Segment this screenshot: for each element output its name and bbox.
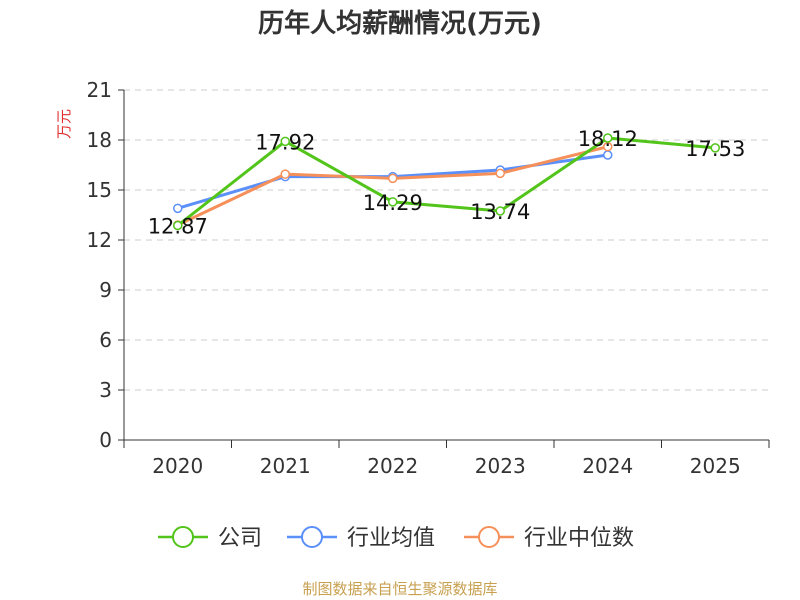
legend-label: 公司 <box>218 526 262 551</box>
series-line <box>176 136 716 227</box>
data-label: 17.53 <box>685 137 745 161</box>
x-tick-label: 2023 <box>475 454 526 478</box>
data-labels: 12.87 17.92 14.29 13.74 18.12 17.53 <box>148 127 746 239</box>
data-label: 13.74 <box>470 200 530 224</box>
data-point <box>280 169 290 179</box>
legend-marker <box>301 526 323 548</box>
y-tick-label: 6 <box>99 328 112 352</box>
y-tick-label: 0 <box>99 428 112 452</box>
x-tick-label: 2020 <box>152 454 203 478</box>
legend: 公司 行业均值 行业中位数 <box>158 526 634 551</box>
data-label: 17.92 <box>255 130 315 154</box>
x-tick-label: 2022 <box>367 454 418 478</box>
data-label: 14.29 <box>363 191 423 215</box>
source-note: 制图数据来自恒生聚源数据库 <box>302 580 498 598</box>
data-point <box>388 197 398 207</box>
legend-label: 行业均值 <box>347 526 435 551</box>
y-tick-label: 9 <box>99 278 112 302</box>
data-point <box>603 133 613 143</box>
y-axis-label: 万元 <box>55 109 73 139</box>
legend-marker <box>172 526 194 548</box>
data-point <box>495 168 505 179</box>
chart-title: 历年人均薪酬情况(万元) <box>258 9 542 39</box>
legend-marker <box>478 526 500 548</box>
y-tick-label: 18 <box>87 128 112 152</box>
legend-label: 行业中位数 <box>524 526 634 551</box>
data-point <box>710 143 720 153</box>
y-tick-label: 12 <box>87 228 112 252</box>
y-tick-label: 3 <box>99 378 112 402</box>
data-point <box>280 136 290 147</box>
x-tick-label: 2025 <box>690 454 741 478</box>
legend-item: 公司 <box>158 526 262 551</box>
legend-item: 行业中位数 <box>464 526 634 551</box>
data-point <box>173 220 183 231</box>
data-point <box>603 150 613 160</box>
x-tick-label: 2021 <box>260 454 311 478</box>
axes: 0 3 6 9 12 15 18 21 2020 2021 2022 2023 2024 2025 万元 <box>55 78 770 478</box>
data-point <box>173 203 183 214</box>
x-tick-label: 2024 <box>582 454 633 478</box>
series-lines <box>173 133 720 231</box>
data-label: 18.12 <box>578 127 638 151</box>
grid-lines <box>124 89 769 391</box>
data-label: 12.87 <box>148 215 208 239</box>
legend-item: 行业均值 <box>287 526 435 551</box>
y-tick-label: 21 <box>87 78 112 102</box>
data-point <box>495 206 505 216</box>
y-tick-label: 15 <box>87 178 112 202</box>
data-point <box>388 173 398 184</box>
